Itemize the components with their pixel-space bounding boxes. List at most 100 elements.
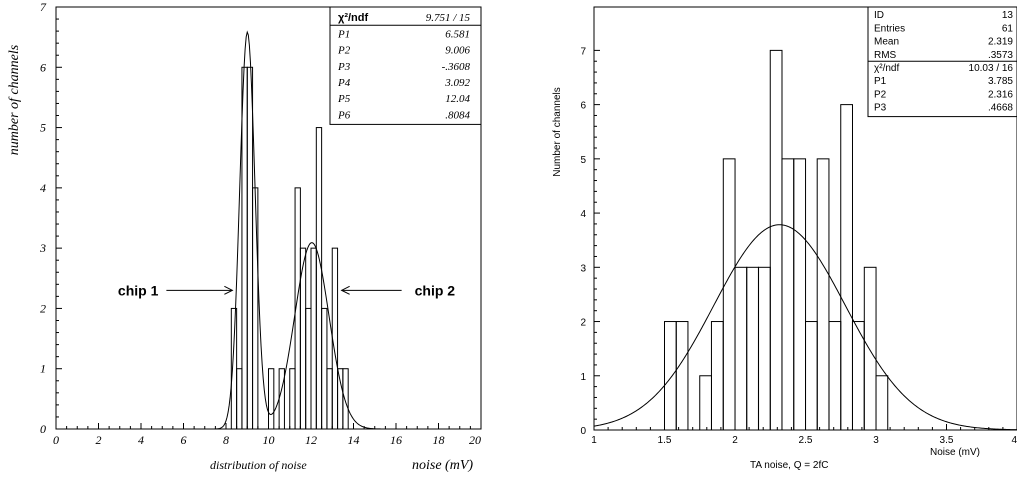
y-tick-label: 4 [40,181,46,195]
stats-value: 3.092 [444,77,470,89]
y-tick-label: 6 [40,60,46,74]
histogram-bar [769,49,783,431]
histogram-bar [863,266,877,431]
x-tick-label: 4 [1011,435,1017,446]
x-tick-label: 2 [96,433,102,447]
histogram-bar [828,321,842,431]
stats-label: P1 [337,28,350,40]
histogram-bar [675,321,689,431]
histogram-bar [337,368,344,430]
fit-curve [56,30,481,430]
x-tick-label: 1.5 [658,435,672,446]
annotation-arrowhead [340,285,350,295]
y-tick-label: 1 [580,372,586,383]
x-tick-label: 3 [873,435,879,446]
histogram-bar [664,321,677,431]
stats-value: 12.04 [445,93,470,105]
histogram-bar [781,158,795,431]
histogram-bar [315,127,323,430]
y-tick-label: 2 [580,318,586,329]
stats-label: P1 [874,76,887,87]
histogram-bar [793,158,807,431]
x-axis-label: noise (mV) [412,458,473,473]
y-tick-label: 0 [580,426,586,437]
histogram-bar [236,368,243,430]
stats-value: 9.006 [445,45,470,57]
histogram-bar [734,266,748,431]
y-tick-label: 1 [40,362,46,376]
y-tick-label: 2 [40,301,46,315]
stats-value: 2.316 [988,89,1013,100]
histogram-bar [246,66,254,430]
y-axis-label: number of channels [7,44,22,155]
y-tick-label: 5 [580,155,586,166]
histogram-bar [840,104,853,431]
stats-value: 3.785 [988,76,1013,87]
stats-box [329,6,482,125]
y-tick-label: 5 [40,121,46,135]
histogram-bar [289,368,296,430]
histogram-bar [875,375,889,431]
x-tick-label: 2 [732,435,738,446]
y-axis-label: Number of channels [552,87,563,177]
stats-label: RMS [874,50,897,61]
y-tick-label: 4 [580,209,586,220]
histogram-bar [805,321,818,431]
stats-label: P6 [337,109,351,121]
x-axis-label: Noise (mV) [930,447,980,458]
stats-label: χ²/ndf [338,12,368,24]
stats-value: 13 [1002,10,1014,21]
stats-value: 61 [1002,23,1014,34]
histogram-bar [321,307,328,430]
histogram-bar [699,375,712,431]
y-tick-label: 3 [580,263,586,274]
stats-label: P2 [337,45,351,57]
stats-label: P3 [337,61,351,73]
histogram-bar [305,307,312,430]
stats-value: .3573 [988,50,1013,61]
histogram-bar [278,368,285,430]
histogram-bar [252,187,259,430]
stats-label: P2 [874,89,887,100]
histogram-bar [816,158,830,431]
y-tick-label: 0 [40,422,46,436]
stats-value: 2.319 [988,37,1013,48]
annotation-chip-2: chip 2 [415,282,456,298]
chart-caption: distribution of noise [210,458,307,472]
stats-label: Entries [874,23,905,34]
stats-label: ID [874,10,884,21]
x-tick-label: 8 [223,433,229,447]
y-tick-label: 3 [39,241,46,255]
stats-value: .8084 [445,109,470,121]
histogram-bar [310,247,317,430]
y-tick-label: 6 [580,101,586,112]
x-tick-label: 3.5 [940,435,954,446]
x-tick-label: 0 [53,433,59,447]
x-tick-label: 12 [305,433,317,447]
histogram-bar [241,66,248,430]
histogram-bar [746,266,759,431]
stats-value: 6.581 [445,28,470,40]
y-tick-label: 7 [580,46,586,57]
stats-label: P3 [874,103,887,114]
stats-value: .4668 [988,103,1013,114]
histogram-bar [710,321,724,431]
x-tick-label: 14 [348,433,360,447]
x-tick-label: 10 [263,433,275,447]
histogram-bar [268,368,275,430]
stats-value: -.3608 [442,61,471,73]
histogram-bar [722,158,736,431]
stats-label: P4 [337,77,351,89]
x-tick-label: 2.5 [799,435,813,446]
chart-caption: TA noise, Q = 2fC [750,460,828,471]
stats-label: P5 [337,93,351,105]
x-tick-label: 4 [138,433,144,447]
histogram-bar [331,247,339,430]
x-tick-label: 1 [591,435,597,446]
histogram-bar [342,368,349,430]
x-tick-label: 20 [469,433,481,447]
histogram-bar [758,266,771,431]
